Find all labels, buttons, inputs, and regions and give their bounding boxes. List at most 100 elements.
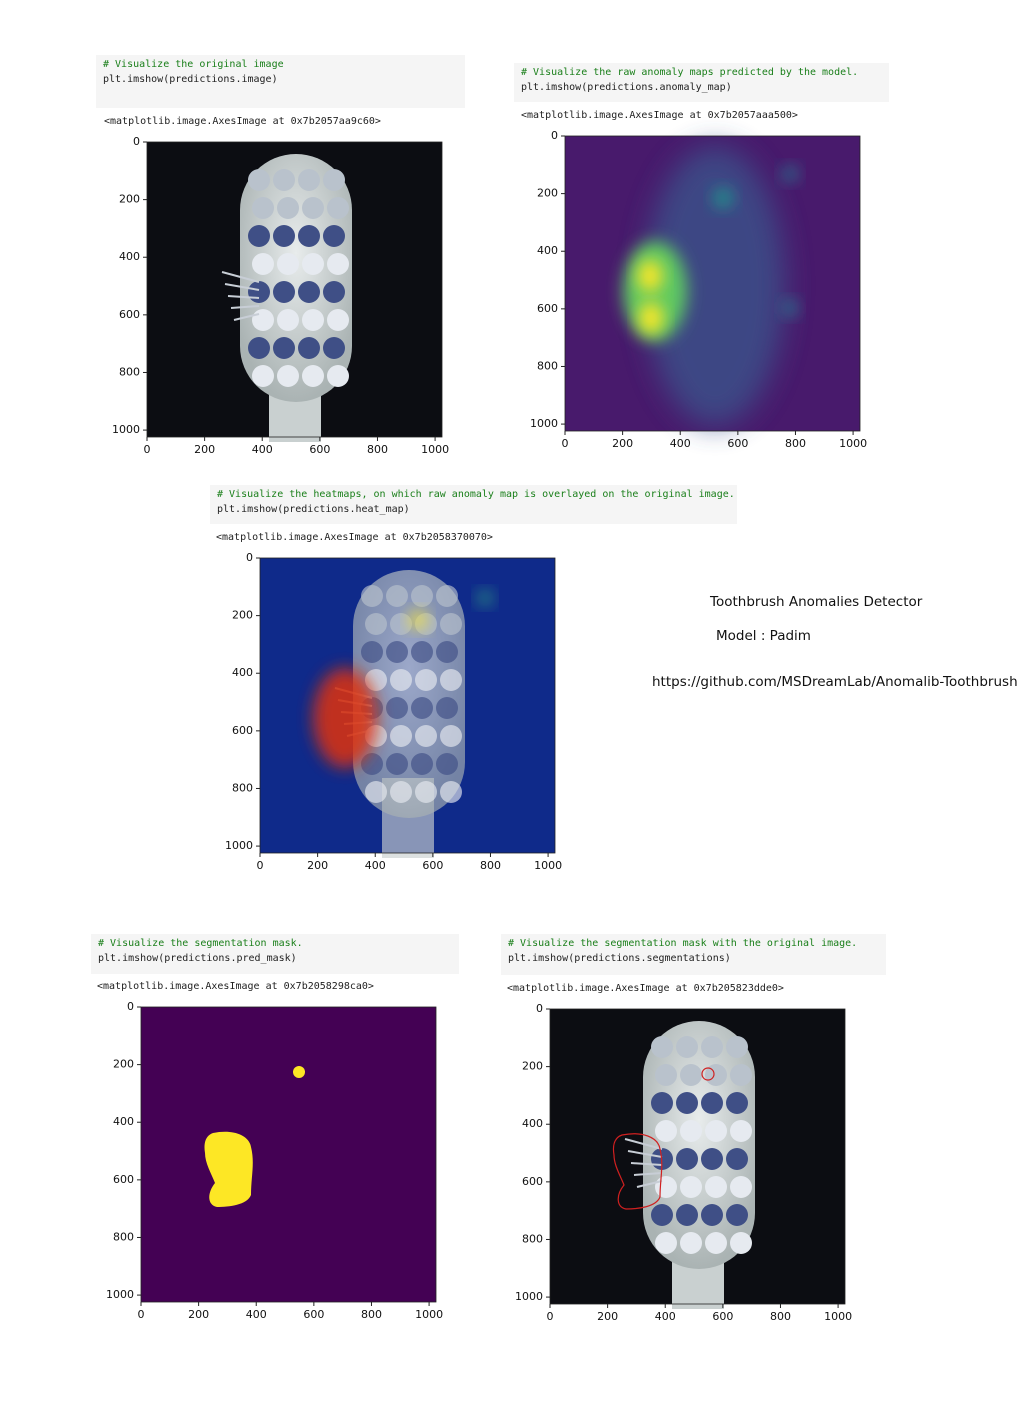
y-tick-label: 0 <box>133 135 140 148</box>
axes-frame <box>549 1008 846 1305</box>
y-tick-label: 1000 <box>112 423 140 436</box>
cell-output: <matplotlib.image.AxesImage at 0x7b2057a… <box>521 110 798 121</box>
tuft <box>680 1232 702 1254</box>
tuft <box>676 1204 698 1226</box>
x-tick-label: 0 <box>562 437 569 450</box>
tuft <box>440 669 462 691</box>
tuft <box>411 585 433 607</box>
tuft <box>730 1176 752 1198</box>
y-tick-label: 800 <box>113 1230 134 1243</box>
cell-output: <matplotlib.image.AxesImage at 0x7b20582… <box>97 981 374 992</box>
bristle <box>221 271 260 283</box>
repo-link: https://github.com/MSDreamLab/Anomalib-T… <box>652 674 1018 690</box>
map-glow <box>623 241 687 341</box>
x-tick-label: 800 <box>785 437 806 450</box>
tuft <box>415 725 437 747</box>
tuft <box>651 1092 673 1114</box>
code-cell: # Visualize the segmentation mask. plt.im… <box>91 934 459 974</box>
tuft <box>277 197 299 219</box>
y-tick-label: 200 <box>232 609 253 622</box>
mask-region <box>204 1131 253 1207</box>
y-tick-label: 0 <box>246 551 253 564</box>
tuft <box>680 1176 702 1198</box>
tuft <box>323 337 345 359</box>
tuft <box>252 365 274 387</box>
x-tick-label: 600 <box>309 443 330 456</box>
tuft <box>726 1036 748 1058</box>
y-tick-label: 0 <box>127 1000 134 1013</box>
code-line: plt.imshow(predictions.segmentations) <box>508 953 731 964</box>
x-tick-label: 200 <box>188 1308 209 1321</box>
tuft <box>248 281 270 303</box>
x-tick-label: 0 <box>138 1308 145 1321</box>
image <box>550 1009 845 1309</box>
x-tick-label: 200 <box>612 437 633 450</box>
tuft <box>411 641 433 663</box>
y-tick-label: 400 <box>113 1115 134 1128</box>
y-tick-label: 800 <box>119 365 140 378</box>
x-tick-label: 400 <box>670 437 691 450</box>
y-tick-label: 1000 <box>225 839 253 852</box>
tuft <box>436 753 458 775</box>
x-tick-label: 800 <box>480 859 501 872</box>
x-tick-label: 200 <box>307 859 328 872</box>
mask-outline <box>612 1133 663 1210</box>
bristle <box>630 1162 663 1166</box>
bristle <box>627 1150 663 1158</box>
tuft <box>415 669 437 691</box>
map-hot <box>638 260 662 292</box>
tuft <box>361 585 383 607</box>
tuft <box>390 725 412 747</box>
mask-outline <box>701 1067 715 1081</box>
bristle <box>227 295 260 299</box>
map-hot <box>639 302 663 334</box>
tuft <box>302 309 324 331</box>
x-tick-label: 600 <box>712 1310 733 1323</box>
bristle <box>624 1138 663 1150</box>
x-tick-label: 600 <box>422 859 443 872</box>
code-comment: # Visualize the heatmaps, on which raw a… <box>217 489 735 500</box>
y-tick-label: 600 <box>232 724 253 737</box>
tuft <box>273 281 295 303</box>
tuft <box>726 1148 748 1170</box>
bristle <box>233 313 260 321</box>
tuft <box>298 281 320 303</box>
tuft <box>327 197 349 219</box>
tuft <box>365 613 387 635</box>
code-comment: # Visualize the segmentation mask. <box>98 938 303 949</box>
x-tick-label: 400 <box>246 1308 267 1321</box>
tuft <box>277 365 299 387</box>
x-tick-label: 400 <box>655 1310 676 1323</box>
y-tick-label: 200 <box>113 1058 134 1071</box>
tuft <box>655 1064 677 1086</box>
axes-frame <box>564 135 861 432</box>
y-tick-label: 400 <box>537 244 558 257</box>
tuft <box>701 1204 723 1226</box>
tuft <box>327 253 349 275</box>
y-tick-label: 0 <box>536 1002 543 1015</box>
code-cell: # Visualize the original image plt.imshow… <box>96 55 465 108</box>
code-line: plt.imshow(predictions.pred_mask) <box>98 953 297 964</box>
x-tick-label: 800 <box>367 443 388 456</box>
tuft <box>705 1120 727 1142</box>
y-tick-label: 400 <box>119 250 140 263</box>
tuft <box>386 753 408 775</box>
image <box>147 142 442 442</box>
bristle <box>230 305 260 309</box>
heat-spot <box>478 591 492 605</box>
tuft <box>436 641 458 663</box>
axes-frame <box>146 141 443 438</box>
bristle <box>636 1180 663 1188</box>
x-tick-label: 600 <box>303 1308 324 1321</box>
tuft <box>323 281 345 303</box>
tuft <box>701 1036 723 1058</box>
tuft <box>252 309 274 331</box>
x-tick-label: 400 <box>252 443 273 456</box>
image-axes: 0 200 400 600 800 1000 0 200 400 600 800 1000 <box>112 135 449 456</box>
x-tick-label: 1000 <box>839 437 867 450</box>
image <box>260 558 555 858</box>
tuft <box>440 725 462 747</box>
tuft <box>680 1120 702 1142</box>
y-tick-label: 600 <box>537 302 558 315</box>
